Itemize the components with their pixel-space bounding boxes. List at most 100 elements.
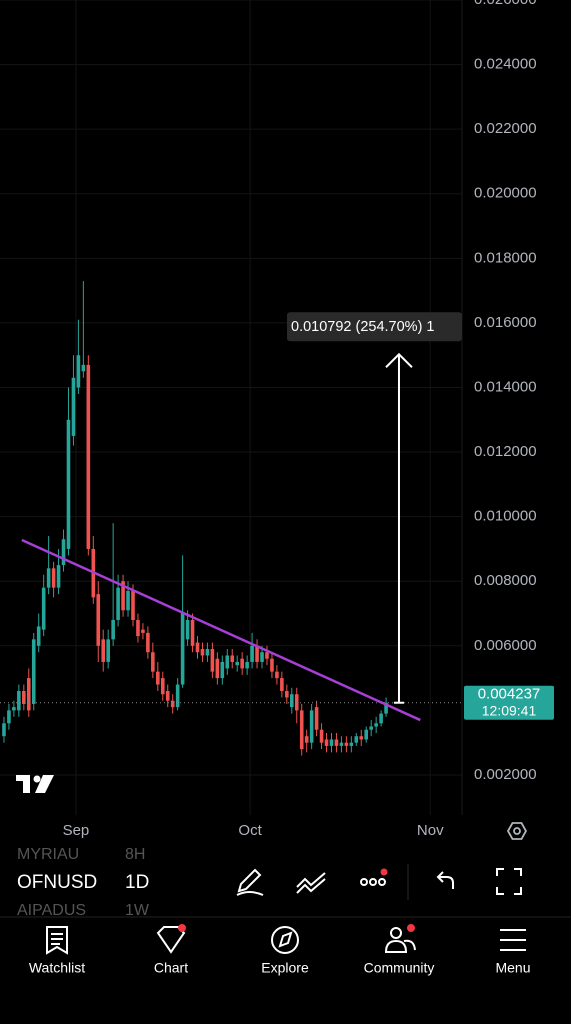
candle-body bbox=[190, 619, 195, 646]
candle-body bbox=[96, 594, 101, 646]
y-tick-label: 0.002000 bbox=[474, 766, 537, 783]
candle-body bbox=[220, 661, 225, 679]
candle-body bbox=[339, 742, 344, 746]
explore-needle bbox=[278, 931, 293, 948]
community-body bbox=[384, 939, 416, 953]
candle-body bbox=[156, 671, 160, 685]
candle-body bbox=[146, 632, 150, 653]
y-tick-label: 0.010000 bbox=[474, 508, 537, 525]
candle-body bbox=[185, 619, 190, 640]
candle-body bbox=[66, 419, 71, 549]
y-tick-label: 0.016000 bbox=[474, 314, 537, 331]
candle-body bbox=[136, 619, 140, 637]
symbol-interval[interactable]: 8H bbox=[125, 846, 145, 863]
nav-icons bbox=[46, 926, 526, 955]
measure-box bbox=[287, 312, 462, 342]
nav-label[interactable]: Community bbox=[364, 960, 435, 976]
candle-body bbox=[349, 742, 354, 746]
candle-body bbox=[106, 639, 110, 662]
y-tick-label: 0.018000 bbox=[474, 249, 537, 266]
candle-body bbox=[36, 626, 41, 646]
explore-icon[interactable] bbox=[271, 926, 299, 954]
candle-body bbox=[359, 736, 364, 740]
nav-label[interactable]: Watchlist bbox=[29, 960, 85, 976]
candle-body bbox=[245, 661, 249, 669]
bottom-nav: Watchlist Chart Explore Community Menu bbox=[29, 960, 531, 976]
candle-body bbox=[260, 652, 264, 662]
candle-body bbox=[165, 691, 170, 701]
community-icon[interactable] bbox=[390, 927, 402, 939]
y-tick-label: 0.014000 bbox=[474, 378, 537, 395]
watchlist-icon[interactable] bbox=[46, 926, 68, 955]
candle-body bbox=[116, 587, 120, 620]
candle-body bbox=[374, 723, 378, 727]
symbol-name[interactable]: MYRIAU bbox=[17, 846, 79, 863]
y-tick-label: 0.022000 bbox=[474, 120, 537, 137]
candle-body bbox=[22, 691, 26, 704]
candle-body bbox=[364, 729, 369, 740]
candle-body bbox=[195, 642, 200, 653]
candle-body bbox=[210, 649, 215, 672]
candle-body bbox=[329, 739, 334, 746]
candle-body bbox=[56, 565, 61, 588]
candle-body bbox=[12, 707, 16, 711]
candle-body bbox=[270, 658, 274, 672]
y-tick-label: 0.020000 bbox=[474, 185, 537, 202]
candle-body bbox=[235, 661, 240, 666]
nav-label[interactable]: Chart bbox=[154, 960, 188, 976]
candle-body bbox=[225, 655, 230, 669]
candle-body bbox=[215, 658, 220, 679]
trend-icon[interactable] bbox=[296, 872, 326, 894]
candle-body bbox=[319, 729, 324, 743]
candle-body bbox=[170, 700, 175, 708]
menu-icon[interactable] bbox=[500, 929, 526, 951]
candle-body bbox=[369, 726, 373, 730]
candle-body bbox=[101, 639, 106, 662]
toolbar: MYRIAU 8H OFNUSD 1D AIPADUS 1W bbox=[17, 846, 522, 919]
candle-body bbox=[299, 710, 304, 750]
candle-body bbox=[141, 629, 145, 633]
more-icon[interactable] bbox=[360, 878, 386, 886]
badge bbox=[178, 924, 186, 932]
candle-body bbox=[285, 691, 289, 698]
candle-body bbox=[344, 742, 349, 746]
candle-body bbox=[275, 671, 279, 679]
candle-body bbox=[31, 639, 36, 704]
tv-logo bbox=[16, 775, 54, 793]
candle-body bbox=[121, 581, 125, 611]
candle-body bbox=[324, 739, 329, 746]
nav-label[interactable]: Explore bbox=[261, 960, 309, 976]
candle-body bbox=[334, 739, 339, 746]
measure-label: 0.010792 (254.70%) 1 bbox=[291, 319, 435, 335]
candle-body bbox=[240, 658, 244, 669]
candle-body bbox=[86, 364, 91, 549]
settings-icon[interactable] bbox=[506, 822, 528, 840]
candle-body bbox=[7, 710, 11, 724]
symbol-interval[interactable]: 1W bbox=[125, 902, 150, 919]
symbol-interval[interactable]: 1D bbox=[125, 872, 149, 893]
candle-body bbox=[309, 710, 314, 743]
candle-body bbox=[151, 652, 155, 672]
candle-body bbox=[131, 590, 135, 620]
price-tag bbox=[464, 685, 554, 720]
y-tick-label: 0.024000 bbox=[474, 56, 537, 73]
candle-body bbox=[354, 736, 359, 743]
draw-icon[interactable] bbox=[236, 868, 264, 896]
y-tick-label: 0.012000 bbox=[474, 443, 537, 460]
trend-line bbox=[21, 538, 421, 722]
undo-icon[interactable] bbox=[436, 871, 454, 889]
candle-body bbox=[379, 713, 383, 724]
nav-label[interactable]: Menu bbox=[495, 960, 530, 976]
symbol-name[interactable]: OFNUSD bbox=[17, 872, 97, 893]
candle-body bbox=[265, 652, 269, 659]
candle-body bbox=[280, 678, 284, 692]
candle-body bbox=[160, 678, 165, 695]
candle-body bbox=[61, 539, 66, 566]
candle-body bbox=[384, 702, 388, 714]
symbol-name[interactable]: AIPADUS bbox=[17, 902, 86, 919]
fullscreen-icon[interactable] bbox=[496, 868, 522, 895]
candle-body bbox=[175, 684, 180, 708]
candle-body bbox=[304, 736, 309, 743]
